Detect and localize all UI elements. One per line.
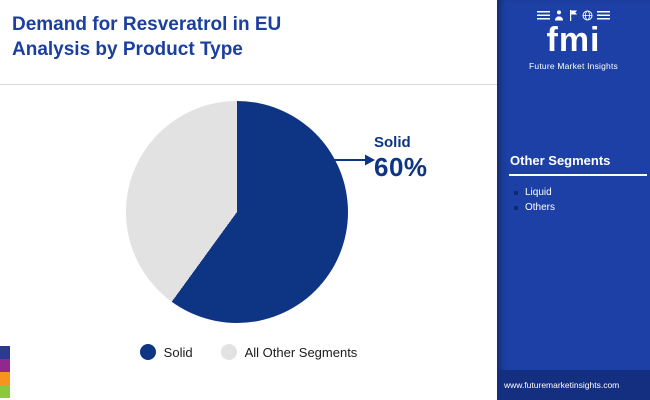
chart-area: Demand for Resveratrol in EU Analysis by… <box>0 12 497 398</box>
callout-label: Solid <box>374 134 411 151</box>
brand-color-block <box>0 346 10 359</box>
legend-item-other: All Other Segments <box>220 344 358 360</box>
brand-color-block <box>0 372 10 385</box>
footer-url: www.futuremarketinsights.com <box>504 380 620 390</box>
list-item: Others <box>514 200 555 215</box>
panel-footer: www.futuremarketinsights.com <box>497 370 650 400</box>
chart-legend: Solid All Other Segments <box>0 344 497 360</box>
brand-color-block <box>0 385 10 398</box>
page-title: Demand for Resveratrol in EU Analysis by… <box>12 12 412 62</box>
list-item: Liquid <box>514 185 555 200</box>
legend-item-solid: Solid <box>139 344 193 360</box>
legend-swatch-other <box>220 344 237 360</box>
section-underline <box>509 174 647 176</box>
segment-list: Liquid Others <box>514 185 555 215</box>
stripes-right-icon <box>597 11 610 20</box>
segment-label: Others <box>525 202 556 213</box>
person-icon <box>555 10 563 21</box>
segment-label: Liquid <box>525 187 552 198</box>
legend-swatch-solid <box>139 344 156 360</box>
fmi-logo: fmi Future Market Insights <box>497 9 650 71</box>
bullet-icon <box>514 205 518 210</box>
callout-value: 60% <box>374 152 428 182</box>
page-title-line2: Analysis by Product Type <box>12 39 243 61</box>
brand-strip <box>0 346 10 398</box>
logo-text: fmi <box>546 21 601 59</box>
logo-tagline: Future Market Insights <box>529 61 618 71</box>
flag-icon <box>570 10 578 21</box>
page-title-line1: Demand for Resveratrol in EU <box>12 14 282 35</box>
pie-chart <box>126 101 348 323</box>
globe-icon <box>582 10 593 21</box>
stripes-left-icon <box>537 11 550 20</box>
logo-icon-row <box>497 9 650 22</box>
bullet-icon <box>514 190 518 195</box>
legend-label-solid: Solid <box>163 344 193 360</box>
brand-color-block <box>0 359 10 372</box>
pie-callout: Solid 60% <box>374 134 428 183</box>
side-panel: fmi Future Market Insights Other Segment… <box>497 0 650 400</box>
title-divider <box>0 84 497 85</box>
legend-label-other: All Other Segments <box>244 344 358 360</box>
other-segments-title: Other Segments <box>510 153 611 168</box>
callout-arrow <box>330 154 375 166</box>
